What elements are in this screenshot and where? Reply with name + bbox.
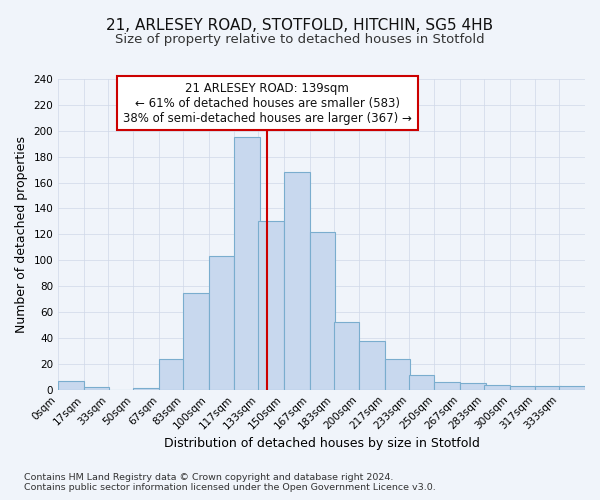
Bar <box>510 386 535 390</box>
Bar <box>284 172 310 390</box>
Bar <box>460 384 485 390</box>
Bar <box>334 322 359 390</box>
Text: 21, ARLESEY ROAD, STOTFOLD, HITCHIN, SG5 4HB: 21, ARLESEY ROAD, STOTFOLD, HITCHIN, SG5… <box>106 18 494 32</box>
Bar <box>409 376 434 390</box>
Text: Size of property relative to detached houses in Stotfold: Size of property relative to detached ho… <box>115 32 485 46</box>
Bar <box>159 358 185 390</box>
Bar <box>559 386 585 390</box>
Bar <box>434 382 460 390</box>
Bar <box>385 358 410 390</box>
Text: Contains HM Land Registry data © Crown copyright and database right 2024.: Contains HM Land Registry data © Crown c… <box>24 474 394 482</box>
Bar <box>84 387 109 390</box>
X-axis label: Distribution of detached houses by size in Stotfold: Distribution of detached houses by size … <box>164 437 479 450</box>
Y-axis label: Number of detached properties: Number of detached properties <box>15 136 28 333</box>
Bar <box>133 388 159 390</box>
Bar <box>484 384 510 390</box>
Bar <box>58 380 84 390</box>
Text: 21 ARLESEY ROAD: 139sqm
← 61% of detached houses are smaller (583)
38% of semi-d: 21 ARLESEY ROAD: 139sqm ← 61% of detache… <box>123 82 412 124</box>
Bar <box>310 232 335 390</box>
Bar <box>535 386 561 390</box>
Bar <box>209 256 234 390</box>
Bar <box>359 340 385 390</box>
Bar <box>259 222 284 390</box>
Text: Contains public sector information licensed under the Open Government Licence v3: Contains public sector information licen… <box>24 484 436 492</box>
Bar <box>234 138 260 390</box>
Bar <box>183 292 209 390</box>
